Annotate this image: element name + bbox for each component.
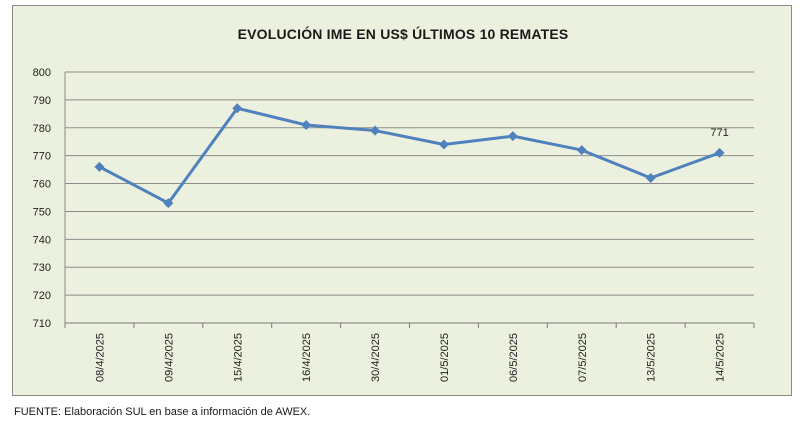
data-point xyxy=(232,103,243,114)
y-tick-label: 770 xyxy=(33,151,51,163)
y-tick-label: 790 xyxy=(33,95,51,107)
x-tick-label: 30/4/2025 xyxy=(370,333,382,382)
y-tick-label: 750 xyxy=(33,206,51,218)
data-point xyxy=(576,145,587,156)
chart-frame: EVOLUCIÓN IME EN US$ ÚLTIMOS 10 REMATES … xyxy=(12,5,792,396)
y-tick-label: 710 xyxy=(33,318,51,330)
y-tick-label: 780 xyxy=(33,123,51,135)
x-tick-label: 14/5/2025 xyxy=(715,333,727,382)
x-tick-label: 09/4/2025 xyxy=(163,333,175,382)
data-point xyxy=(301,119,312,130)
x-tick-label: 01/5/2025 xyxy=(439,333,451,382)
line-chart: 710 720 730 740 750 760 770 780 790 800 08/4/2025 0… xyxy=(33,67,755,382)
data-point xyxy=(163,198,174,209)
y-tick-label: 800 xyxy=(33,67,51,79)
data-point xyxy=(438,139,449,150)
source-note: FUENTE: Elaboración SUL en base a inform… xyxy=(14,406,311,418)
y-tick-label: 740 xyxy=(33,234,51,246)
x-tick-label: 07/5/2025 xyxy=(577,333,589,382)
chart-title: EVOLUCIÓN IME EN US$ ÚLTIMOS 10 REMATES xyxy=(237,26,569,42)
data-point xyxy=(714,147,725,158)
x-tick-label: 08/4/2025 xyxy=(94,333,106,382)
y-tick-label: 760 xyxy=(33,179,51,191)
data-point xyxy=(507,131,518,142)
x-tick-label: 15/4/2025 xyxy=(232,333,244,382)
data-point xyxy=(94,161,105,172)
y-tick-label: 720 xyxy=(33,290,51,302)
series-line xyxy=(98,106,721,205)
data-label: 771 xyxy=(710,127,728,139)
x-tick-label: 16/4/2025 xyxy=(301,333,313,382)
data-point xyxy=(370,125,381,136)
y-tick-label: 730 xyxy=(33,262,51,274)
x-tick-label: 06/5/2025 xyxy=(508,333,520,382)
x-tick-label: 13/5/2025 xyxy=(646,333,658,382)
data-point xyxy=(645,172,656,183)
